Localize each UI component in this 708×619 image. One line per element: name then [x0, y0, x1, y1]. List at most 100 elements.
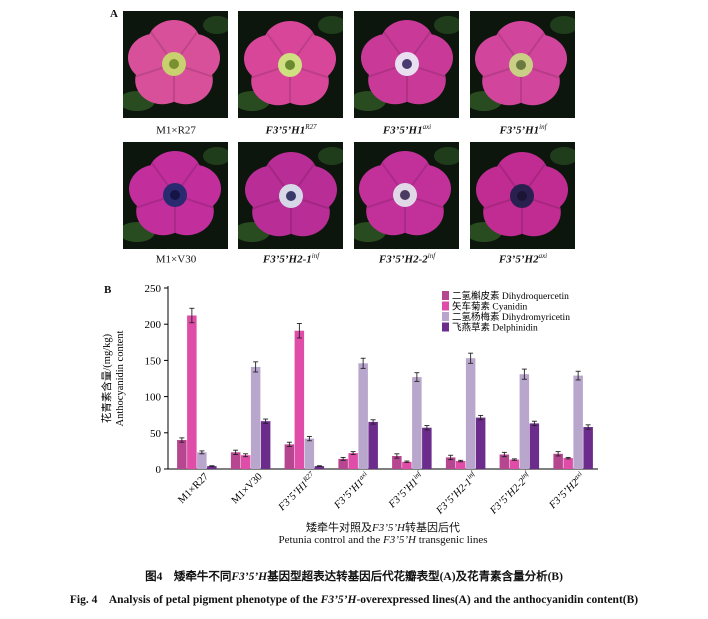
x-tick-label: M1×R27 [176, 471, 211, 506]
flower-photo-m1r27 [123, 11, 228, 118]
flower-label-gene: F3’5’H2-2 [378, 253, 428, 266]
x-tick-label: F3’5’H2-1inf [432, 469, 480, 517]
bar-3-5 [475, 417, 486, 469]
flower-label-allele: inf [311, 252, 320, 260]
flower-label-allele: axi [538, 252, 548, 260]
bar-2-2 [304, 438, 315, 469]
flower-label-allele: R27 [305, 123, 317, 131]
flower-label-gene: F3’5’H2 [498, 253, 539, 266]
bar-0-7 [553, 453, 563, 469]
bar-0-5 [445, 457, 456, 469]
flower-label-gene: F3’5’H1 [265, 124, 306, 137]
flower-label-h1axi: F3’5’H1axi [352, 123, 462, 137]
x-tick-label: F3’5’H2-2inf [486, 469, 534, 517]
panel-b-letter: B [104, 284, 112, 296]
petunia-flower-image [354, 11, 459, 118]
bar-3-2 [314, 466, 325, 469]
bar-2-6 [519, 374, 530, 469]
bar-2-0 [197, 452, 207, 469]
legend-label: 矢车菊素 Cyanidin [452, 301, 527, 313]
petunia-flower-image [123, 142, 228, 249]
x-tick-label: F3’5’H1axi [330, 470, 372, 512]
flower-label-h22inf: F3’5’H2-2inf [352, 252, 462, 266]
y-axis-label-cn: 花青素含量/(mg/kg) [100, 333, 113, 423]
bar-0-4 [392, 456, 402, 469]
panel-a-letter: A [110, 8, 118, 20]
figure-caption-en: Fig. 4 Analysis of petal pigment phenoty… [69, 594, 639, 606]
flower-photo-m1v30 [123, 142, 228, 249]
x-tick-label: M1×V30 [230, 471, 265, 506]
petunia-flower-image [123, 11, 228, 118]
y-tick-label: 250 [145, 283, 162, 295]
legend-label: 飞燕草素 Delphinidin [452, 322, 538, 334]
bar-1-7 [563, 458, 573, 469]
bar-3-3 [368, 421, 378, 469]
bar-3-0 [207, 466, 217, 469]
bar-1-5 [455, 461, 466, 469]
petunia-flower-image [238, 11, 343, 118]
flower-label-gene: F3’5’H1 [499, 124, 540, 137]
flower-label-gene: F3’5’H1 [382, 124, 423, 137]
bar-3-7 [583, 427, 593, 469]
x-axis-label-cn: 矮牵牛对照及F3’5’H转基因后代 [306, 522, 460, 534]
bar-0-0 [177, 440, 187, 469]
x-tick-label: F3’5’H1inf [385, 469, 427, 511]
y-axis-label-en: Anthocyanidin content [115, 330, 126, 426]
flower-label-text: M1×V30 [155, 253, 197, 266]
bar-3-4 [422, 427, 432, 469]
flower-label-h21inf: F3’5’H2-1inf [236, 252, 346, 266]
bar-2-7 [573, 375, 583, 469]
bar-0-3 [338, 458, 348, 469]
flower-label-allele: inf [427, 252, 436, 260]
petunia-flower-image [470, 142, 575, 249]
bar-2-1 [250, 366, 261, 469]
bar-1-4 [402, 461, 412, 469]
y-tick-label: 100 [145, 392, 162, 404]
bar-1-1 [240, 455, 251, 469]
petunia-flower-image [238, 142, 343, 249]
flower-label-h1r27: F3’5’H1R27 [236, 123, 346, 137]
flower-label-text: M1×R27 [156, 124, 196, 137]
legend-swatch [442, 312, 449, 321]
petunia-flower-image [470, 11, 575, 118]
flower-label-h2axi: F3’5’H2axi [468, 252, 578, 266]
flower-label-gene: F3’5’H2-1 [262, 253, 312, 266]
bar-3-6 [529, 423, 540, 469]
bar-1-2 [294, 330, 305, 469]
bar-2-4 [412, 377, 422, 469]
bar-2-3 [358, 363, 368, 469]
bar-0-1 [230, 452, 241, 469]
legend-swatch [442, 322, 449, 332]
y-tick-label: 150 [145, 355, 162, 367]
x-tick-label: F3’5’H1R27 [275, 470, 319, 514]
flower-photo-h2axi [470, 142, 575, 249]
petunia-flower-image [354, 142, 459, 249]
legend-swatch [442, 291, 449, 300]
anthocyanidin-bar-chart: 花青素含量/(mg/kg) Anthocyanidin content 0 50 100… [100, 283, 598, 517]
figure-caption-cn: 图4 矮牵牛不同F3’5’H基因型超表达转基因后代花瓣表型(A)及花青素含量分析… [145, 571, 563, 583]
flower-photo-h21inf [238, 142, 343, 249]
bar-1-3 [348, 453, 358, 469]
bar-2-5 [465, 358, 476, 469]
y-tick-label: 0 [156, 464, 162, 476]
bar-0-2 [284, 444, 295, 469]
flower-label-m1r27: M1×R27 [121, 123, 231, 137]
y-tick-label: 200 [145, 319, 162, 331]
bar-1-0 [187, 315, 197, 469]
flower-label-allele: inf [539, 123, 547, 131]
bar-1-6 [509, 459, 520, 469]
legend-label: 二氢槲皮素 Dihydroquercetin [452, 290, 569, 302]
flower-photo-h1inf [470, 11, 575, 118]
bar-3-1 [260, 421, 271, 469]
y-tick-label: 50 [150, 428, 162, 440]
flower-label-allele: axi [422, 123, 432, 131]
flower-photo-h1axi [354, 11, 459, 118]
bar-0-6 [499, 454, 510, 469]
legend-label: 二氢杨梅素 Dihydromyricetin [452, 311, 570, 323]
x-axis-label-en: Petunia control and the F3’5’H transgeni… [278, 534, 488, 546]
legend-swatch [442, 301, 449, 311]
flower-label-h1inf: F3’5’H1inf [468, 123, 578, 137]
flower-photo-h22inf [354, 142, 459, 249]
flower-photo-h1r27 [238, 11, 343, 118]
x-tick-label: F3’5’H2axi [545, 470, 587, 512]
